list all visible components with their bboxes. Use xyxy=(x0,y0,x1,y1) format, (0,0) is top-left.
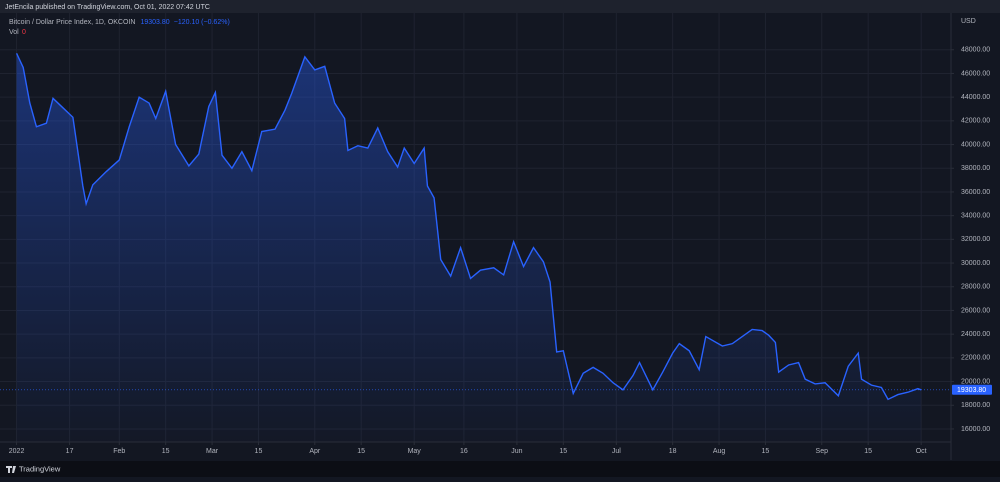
y-tick-label: 26000.00 xyxy=(961,307,990,314)
x-tick-label: 18 xyxy=(669,448,677,455)
x-tick-label: Jul xyxy=(612,448,621,455)
y-tick-label: 20000.00 xyxy=(961,378,990,385)
publisher: JetEncila published on TradingView.com, … xyxy=(5,4,210,11)
y-tick-label: 48000.00 xyxy=(961,47,990,54)
y-tick-label: 34000.00 xyxy=(961,212,990,219)
y-tick-label: 42000.00 xyxy=(961,118,990,125)
top-bar xyxy=(0,0,1000,13)
x-tick-label: Jun xyxy=(511,448,522,455)
x-tick-label: Oct xyxy=(916,448,927,455)
x-tick-label: 15 xyxy=(559,448,567,455)
y-tick-label: 22000.00 xyxy=(961,355,990,362)
y-tick-label: 30000.00 xyxy=(961,260,990,267)
volume-label: Vol xyxy=(9,29,19,36)
y-tick-label: 36000.00 xyxy=(961,189,990,196)
area-fill xyxy=(16,53,922,442)
y-tick-label: 32000.00 xyxy=(961,236,990,243)
last-value: 19303.80 xyxy=(140,19,169,26)
y-tick-label: 16000.00 xyxy=(961,426,990,433)
y-tick-label: 40000.00 xyxy=(961,141,990,148)
brand: TradingView xyxy=(19,464,61,473)
y-tick-label: 38000.00 xyxy=(961,165,990,172)
series-name: Bitcoin / Dollar Price Index, 1D, OKCOIN xyxy=(9,19,135,26)
y-tick-label: 18000.00 xyxy=(961,402,990,409)
price-line xyxy=(15,52,922,401)
x-tick-label: 2022 xyxy=(9,448,25,455)
volume-value: 0 xyxy=(22,29,26,36)
y-unit: USD xyxy=(961,18,976,25)
y-tick-label: 46000.00 xyxy=(961,70,990,77)
price-change: −120.10 (−0.62%) xyxy=(174,19,230,26)
y-tick-label: 24000.00 xyxy=(961,331,990,338)
y-tick-label: 28000.00 xyxy=(961,284,990,291)
x-tick-label: Sep xyxy=(816,448,829,455)
x-tick-label: Mar xyxy=(206,448,219,455)
y-tick-label: 44000.00 xyxy=(961,94,990,101)
last-price-box xyxy=(952,384,992,395)
x-tick-label: 17 xyxy=(66,448,74,455)
brand-logo xyxy=(6,466,16,473)
x-tick-label: Aug xyxy=(713,448,726,455)
x-tick-label: 15 xyxy=(762,448,770,455)
x-tick-label: Feb xyxy=(113,448,125,455)
x-tick-label: 15 xyxy=(864,448,872,455)
footer-bar xyxy=(0,461,1000,477)
x-tick-label: Apr xyxy=(309,448,321,455)
x-tick-label: 15 xyxy=(162,448,170,455)
last-price-label: 19303.80 xyxy=(957,387,986,394)
x-tick-label: 16 xyxy=(460,448,468,455)
x-tick-label: 15 xyxy=(255,448,263,455)
x-tick-label: May xyxy=(408,448,422,455)
x-tick-label: 15 xyxy=(357,448,365,455)
